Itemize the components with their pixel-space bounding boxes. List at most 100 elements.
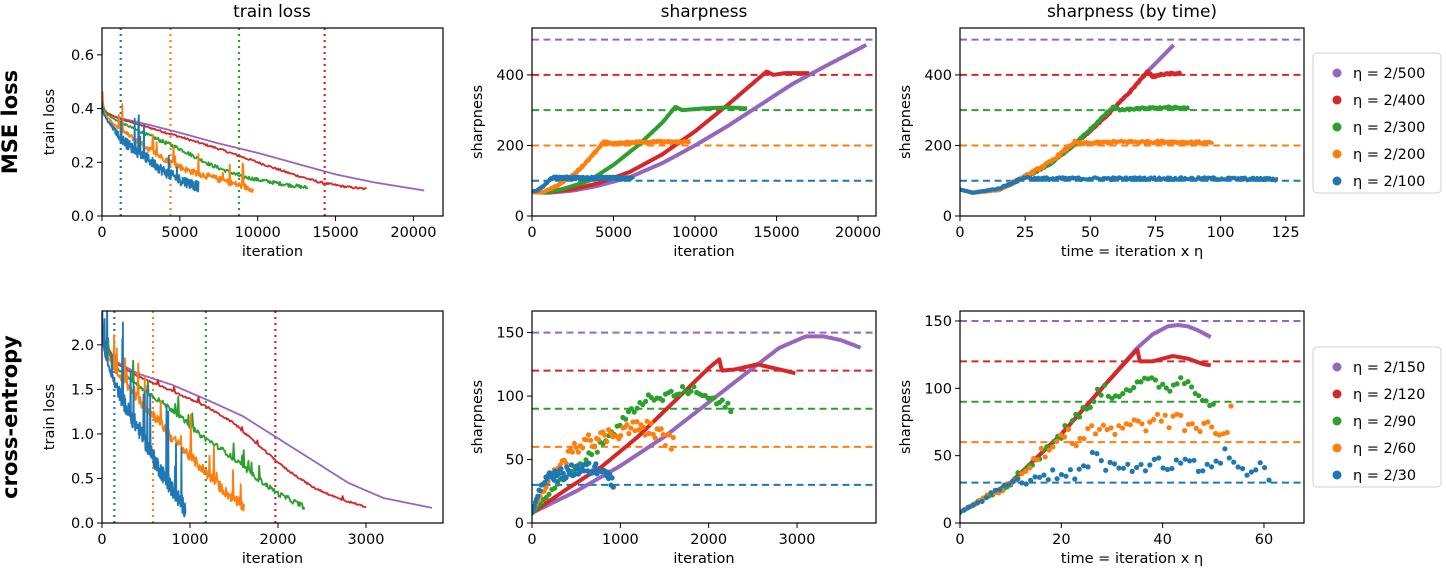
data-point: [1131, 384, 1137, 391]
data-point: [1156, 384, 1162, 390]
data-point: [679, 384, 686, 390]
data-point: [1094, 451, 1100, 457]
x-tick-label: 0: [527, 532, 536, 548]
data-point: [1185, 379, 1191, 385]
series-line-orange: [960, 138, 1215, 195]
y-axis-label: sharpness: [470, 85, 486, 159]
data-point: [1108, 425, 1114, 431]
data-point: [623, 416, 629, 422]
data-point: [556, 471, 562, 477]
x-tick-label: 2000: [690, 532, 727, 548]
data-point: [1213, 458, 1219, 464]
data-point: [1127, 388, 1133, 394]
plot-area: [960, 38, 1304, 195]
data-point: [1019, 480, 1025, 486]
data-point: [537, 488, 543, 494]
data-point: [1189, 421, 1195, 427]
data-point: [719, 397, 725, 403]
data-point: [1098, 458, 1104, 464]
data-point: [1032, 474, 1038, 480]
legend-marker-blue: [1332, 470, 1342, 480]
legend-label: η = 2/100: [1353, 174, 1425, 190]
data-point: [1027, 465, 1033, 471]
data-point: [1191, 457, 1197, 463]
data-point: [1205, 419, 1211, 425]
x-tick-label: 10000: [672, 225, 718, 241]
data-point: [535, 493, 541, 499]
data-point: [642, 432, 648, 438]
data-point: [1163, 385, 1169, 391]
data-point: [1036, 474, 1043, 480]
data-point: [1210, 401, 1216, 407]
data-point: [592, 444, 598, 450]
data-point: [1085, 464, 1091, 470]
data-point: [1201, 420, 1207, 426]
x-tick-label: 20000: [390, 225, 436, 241]
data-point: [634, 405, 640, 411]
y-tick-label: 400: [924, 68, 952, 84]
x-tick-label: 10000: [235, 225, 281, 241]
data-point: [589, 451, 595, 458]
data-point: [588, 437, 594, 443]
legend-label: η = 2/200: [1353, 147, 1425, 163]
data-point: [1166, 425, 1172, 431]
data-point: [1120, 465, 1126, 471]
series-blue: [532, 460, 616, 516]
data-point: [569, 449, 576, 455]
data-point: [573, 445, 580, 451]
data-point: [1257, 460, 1263, 466]
data-point: [1028, 477, 1034, 483]
data-point: [1158, 418, 1164, 424]
data-point: [1067, 467, 1073, 473]
legend-label: η = 2/150: [1353, 360, 1425, 376]
x-axis-label: iteration: [673, 244, 734, 260]
data-point: [1189, 384, 1195, 390]
y-tick-label: 50: [506, 453, 524, 469]
x-axis-label: iteration: [242, 551, 303, 567]
data-point: [728, 409, 734, 415]
data-point: [1061, 434, 1068, 440]
data-point: [668, 446, 674, 452]
data-point: [1123, 421, 1130, 427]
plot-area: [532, 331, 876, 516]
data-point: [1045, 477, 1051, 483]
data-point: [1050, 444, 1056, 450]
data-point: [1073, 443, 1079, 449]
data-point: [1107, 459, 1113, 465]
series-line-blue: [960, 174, 1279, 195]
axes-frame: [101, 27, 444, 217]
data-point: [1041, 472, 1047, 478]
data-point: [1178, 375, 1184, 381]
data-point: [586, 460, 592, 466]
data-point: [1139, 421, 1145, 427]
x-tick-label: 100: [1207, 225, 1235, 241]
y-axis-label: sharpness: [898, 85, 914, 159]
data-point: [1023, 468, 1029, 474]
series-line-red: [532, 69, 811, 195]
data-point: [571, 440, 578, 447]
legend-label: η = 2/500: [1353, 66, 1425, 82]
series-line-red: [960, 348, 1212, 514]
data-point: [1098, 392, 1104, 398]
legend: η = 2/150 η = 2/120 η = 2/90 η = 2/60 η = 2/…: [1312, 346, 1442, 488]
data-point: [593, 461, 599, 467]
data-point: [1187, 458, 1193, 464]
data-point: [1014, 476, 1021, 482]
data-point: [1156, 455, 1162, 461]
data-point: [1058, 472, 1065, 478]
axes-frame: [531, 310, 877, 524]
y-axis-label: train loss: [42, 89, 58, 155]
y-tick-label: 150: [496, 326, 524, 342]
data-point: [660, 432, 666, 438]
data-point: [658, 426, 664, 432]
legend-label: η = 2/120: [1353, 387, 1425, 403]
data-point: [1023, 481, 1029, 487]
legend-marker-purple: [1332, 68, 1342, 78]
series-line-red: [102, 94, 367, 191]
data-point: [1169, 465, 1175, 472]
data-point: [1209, 424, 1215, 430]
series-line-red: [960, 69, 1183, 195]
data-point: [618, 433, 624, 439]
data-point: [666, 432, 672, 438]
